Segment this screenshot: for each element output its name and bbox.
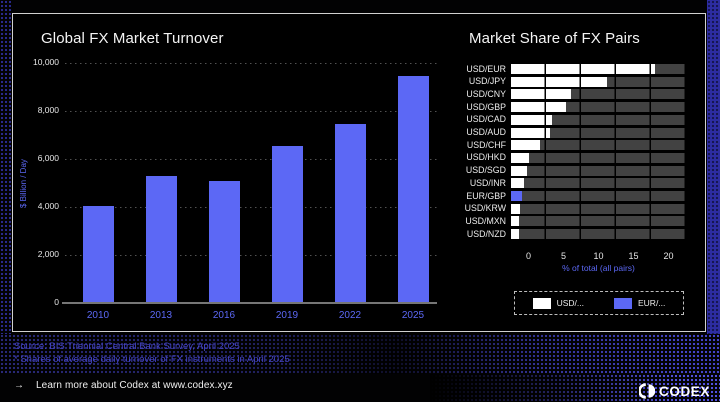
x-axis-tick-label: 2010 bbox=[86, 310, 110, 321]
turnover-bar bbox=[334, 124, 366, 302]
source-note: Source: BIS Triennial Central Bank Surve… bbox=[14, 341, 290, 366]
share-row bbox=[511, 64, 686, 74]
share-grid-gaps bbox=[511, 216, 686, 227]
turnover-bar bbox=[271, 146, 303, 302]
usd-swatch bbox=[532, 297, 551, 309]
share-row-label: USD/SGD bbox=[465, 165, 506, 176]
gridline bbox=[65, 206, 437, 208]
turnover-bar bbox=[145, 176, 177, 302]
share-chart-title: Market Share of FX Pairs bbox=[469, 30, 640, 47]
turnover-plot-area: 0 2,000 4,000 6,000 8,000 10,000 2010 2013 2016 2… bbox=[33, 57, 437, 321]
share-row bbox=[511, 191, 686, 201]
turnover-y-axis-title: $ Billion / Day bbox=[19, 159, 28, 209]
share-row bbox=[511, 127, 686, 138]
eur-swatch bbox=[614, 297, 632, 309]
x-axis-tick-label: 20 bbox=[663, 251, 674, 261]
codex-brand: CODEX bbox=[639, 383, 710, 399]
codex-logo-icon bbox=[639, 383, 655, 399]
charts-panel: Global FX Market Turnover $ Billion / Da… bbox=[12, 13, 706, 332]
legend-label-usd: USD/... bbox=[556, 298, 584, 308]
share-grid-gaps bbox=[511, 152, 686, 163]
turnover-bar bbox=[82, 206, 114, 302]
gridline bbox=[65, 110, 437, 112]
share-plot-area bbox=[511, 64, 686, 244]
share-row bbox=[511, 140, 686, 151]
share-row bbox=[511, 76, 686, 87]
y-axis-tick-label: 8,000 bbox=[37, 105, 59, 115]
arrow-right-icon: → bbox=[14, 380, 24, 391]
source-line-2: * Shares of average daily turnover of FX… bbox=[14, 353, 290, 365]
share-row bbox=[511, 102, 686, 113]
gridline bbox=[65, 254, 437, 256]
share-grid-gaps bbox=[511, 102, 686, 113]
share-row-label: USD/NZD bbox=[466, 228, 506, 239]
share-grid-gaps bbox=[511, 127, 686, 138]
learn-more-link[interactable]: Learn more about Codex at www.codex.xyz bbox=[36, 380, 233, 391]
halftone-left-strip bbox=[0, 0, 11, 334]
legend-item-usd: USD/... bbox=[532, 297, 584, 309]
halftone-footer-band bbox=[430, 374, 720, 402]
share-grid-gaps bbox=[511, 165, 686, 176]
share-grid-gaps bbox=[511, 114, 686, 125]
y-axis-tick-label: 0 bbox=[54, 297, 59, 307]
y-axis-tick-label: 10,000 bbox=[33, 57, 59, 67]
share-row-label: EUR/GBP bbox=[466, 190, 506, 201]
share-grid-gaps bbox=[511, 178, 686, 189]
source-line-1: Source: BIS Triennial Central Bank Surve… bbox=[14, 341, 240, 352]
share-grid-gaps bbox=[511, 203, 686, 214]
share-row-label: USD/CNY bbox=[466, 88, 506, 99]
share-row bbox=[511, 89, 686, 100]
y-axis-tick-label: 2,000 bbox=[37, 249, 59, 259]
share-row-label: USD/KRW bbox=[464, 203, 506, 214]
share-grid-gaps bbox=[511, 76, 686, 87]
halftone-right-strip bbox=[707, 0, 720, 334]
gridline bbox=[65, 158, 437, 160]
share-row bbox=[511, 216, 686, 227]
y-axis-tick-label: 6,000 bbox=[37, 153, 59, 163]
x-axis-tick-label: 15 bbox=[628, 251, 639, 261]
share-grid-gaps bbox=[511, 89, 686, 100]
share-row-label: USD/CAD bbox=[466, 114, 506, 125]
gridline bbox=[65, 62, 437, 64]
y-axis-tick-label: 4,000 bbox=[37, 201, 59, 211]
share-grid-gaps bbox=[511, 140, 686, 151]
x-axis-tick-label: 2025 bbox=[401, 310, 425, 321]
share-row-label: USD/INR bbox=[469, 177, 506, 188]
share-row-label: USD/JPY bbox=[468, 76, 506, 87]
share-row bbox=[511, 229, 686, 240]
turnover-chart-title: Global FX Market Turnover bbox=[41, 30, 224, 47]
share-row-label: USD/EUR bbox=[466, 63, 506, 74]
x-axis-tick-label: 10 bbox=[593, 251, 604, 261]
share-row bbox=[511, 165, 686, 176]
halftone-bottom-band bbox=[0, 334, 720, 374]
share-grid-gaps bbox=[511, 64, 686, 74]
share-row-label: USD/CHF bbox=[466, 139, 506, 150]
x-axis-tick-label: 0 bbox=[525, 251, 531, 261]
share-row-label: USD/GBP bbox=[466, 101, 506, 112]
share-grid-gaps bbox=[511, 191, 686, 201]
share-row bbox=[511, 178, 686, 189]
x-axis-line bbox=[62, 302, 437, 304]
share-row-label: USD/HKD bbox=[466, 152, 506, 163]
x-axis-tick-label: 2016 bbox=[212, 310, 236, 321]
share-x-axis-title: % of total (all pairs) bbox=[562, 263, 635, 273]
share-row bbox=[511, 152, 686, 163]
x-axis-tick-label: 5 bbox=[560, 251, 566, 261]
share-row bbox=[511, 203, 686, 214]
share-grid-gaps bbox=[511, 229, 686, 240]
legend-label-eur: EUR/... bbox=[638, 298, 666, 308]
codex-logo-text: CODEX bbox=[659, 383, 711, 399]
x-axis-tick-label: 2022 bbox=[338, 310, 362, 321]
x-axis-tick-label: 2019 bbox=[275, 310, 299, 321]
x-axis-tick-label: 2013 bbox=[149, 310, 173, 321]
turnover-bar bbox=[397, 76, 429, 302]
turnover-bar bbox=[208, 180, 240, 302]
share-row-label: USD/AUD bbox=[466, 127, 506, 137]
share-row-label: USD/MXN bbox=[465, 215, 506, 226]
share-row bbox=[511, 114, 686, 125]
legend-item-eur: EUR/... bbox=[614, 297, 666, 309]
share-legend: USD/... EUR/... bbox=[514, 291, 684, 315]
